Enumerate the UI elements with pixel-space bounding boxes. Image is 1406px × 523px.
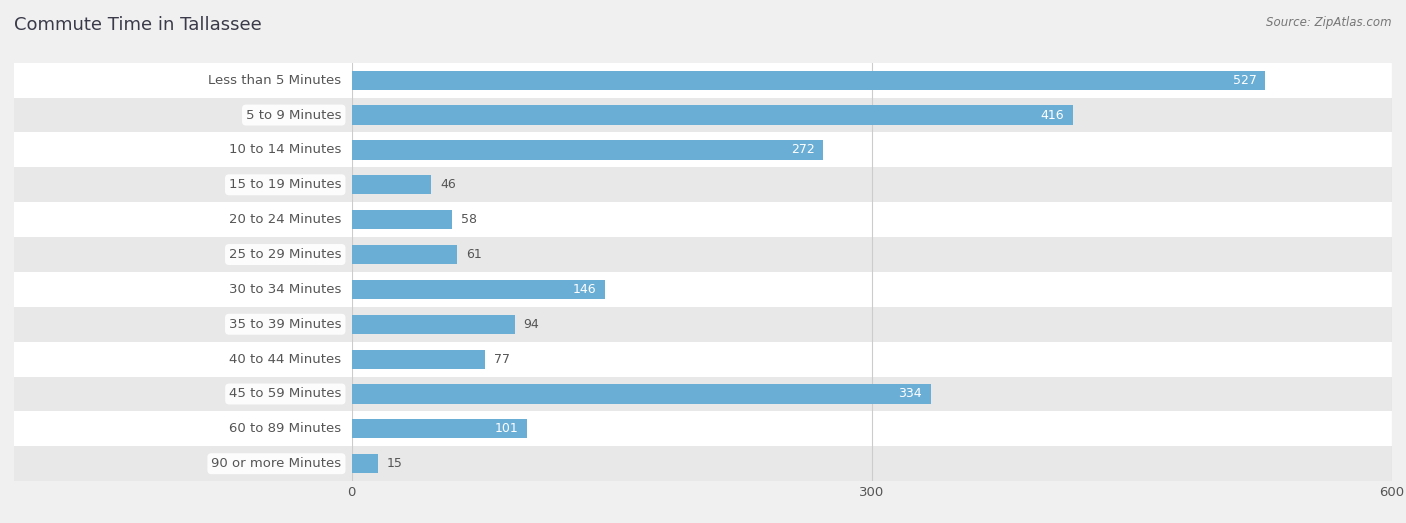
Text: 15: 15 (387, 457, 402, 470)
Bar (352, 384, 931, 404)
Bar (14, 63, 352, 98)
Bar (14, 342, 352, 377)
Text: Commute Time in Tallassee: Commute Time in Tallassee (14, 16, 262, 33)
Text: 45 to 59 Minutes: 45 to 59 Minutes (229, 388, 342, 401)
Text: 5 to 9 Minutes: 5 to 9 Minutes (246, 109, 342, 121)
Text: Source: ZipAtlas.com: Source: ZipAtlas.com (1267, 16, 1392, 29)
Bar (352, 446, 1392, 481)
Bar (14, 237, 352, 272)
Text: 527: 527 (1233, 74, 1257, 87)
Text: 334: 334 (898, 388, 922, 401)
Bar (352, 167, 1392, 202)
Text: 101: 101 (495, 423, 517, 435)
Text: 20 to 24 Minutes: 20 to 24 Minutes (229, 213, 342, 226)
Text: 146: 146 (572, 283, 596, 296)
Bar (352, 175, 432, 195)
Bar (352, 342, 1392, 377)
Bar (352, 71, 1265, 90)
Bar (352, 132, 1392, 167)
Text: 77: 77 (494, 353, 510, 366)
Bar (352, 349, 485, 369)
Text: Less than 5 Minutes: Less than 5 Minutes (208, 74, 342, 87)
Bar (352, 210, 453, 229)
Bar (352, 315, 515, 334)
Text: 46: 46 (440, 178, 456, 191)
Text: 61: 61 (465, 248, 482, 261)
Bar (352, 237, 1392, 272)
Text: 35 to 39 Minutes: 35 to 39 Minutes (229, 318, 342, 331)
Bar (14, 272, 352, 307)
Bar (352, 412, 1392, 446)
Bar (14, 202, 352, 237)
Text: 94: 94 (523, 318, 538, 331)
Bar (352, 454, 378, 473)
Bar (14, 167, 352, 202)
Bar (14, 132, 352, 167)
Text: 15 to 19 Minutes: 15 to 19 Minutes (229, 178, 342, 191)
Bar (14, 307, 352, 342)
Text: 40 to 44 Minutes: 40 to 44 Minutes (229, 353, 342, 366)
Bar (14, 377, 352, 412)
Text: 30 to 34 Minutes: 30 to 34 Minutes (229, 283, 342, 296)
Bar (352, 106, 1073, 124)
Bar (352, 280, 605, 299)
Bar (14, 446, 352, 481)
Text: 25 to 29 Minutes: 25 to 29 Minutes (229, 248, 342, 261)
Bar (352, 98, 1392, 132)
Text: 272: 272 (790, 143, 814, 156)
Bar (352, 202, 1392, 237)
Text: 416: 416 (1040, 109, 1064, 121)
Bar (352, 377, 1392, 412)
Bar (14, 412, 352, 446)
Text: 58: 58 (461, 213, 477, 226)
Bar (352, 140, 824, 160)
Text: 10 to 14 Minutes: 10 to 14 Minutes (229, 143, 342, 156)
Bar (352, 307, 1392, 342)
Text: 90 or more Minutes: 90 or more Minutes (211, 457, 342, 470)
Bar (352, 245, 457, 264)
Text: 60 to 89 Minutes: 60 to 89 Minutes (229, 423, 342, 435)
Bar (14, 98, 352, 132)
Bar (352, 419, 527, 438)
Bar (352, 272, 1392, 307)
Bar (352, 63, 1392, 98)
